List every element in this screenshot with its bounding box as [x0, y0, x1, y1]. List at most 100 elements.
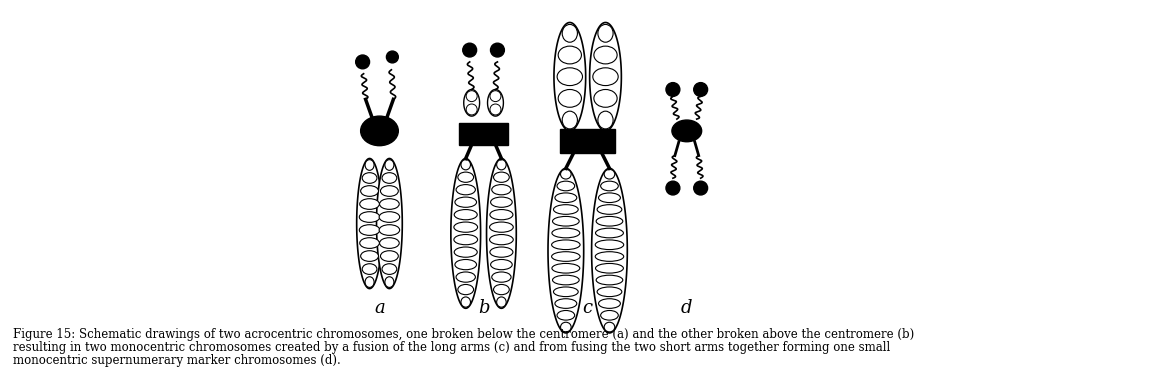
Polygon shape — [488, 89, 503, 116]
Ellipse shape — [461, 160, 470, 170]
Circle shape — [463, 43, 476, 57]
Ellipse shape — [598, 25, 613, 42]
Circle shape — [666, 83, 680, 96]
Ellipse shape — [555, 299, 576, 308]
Ellipse shape — [379, 238, 399, 248]
Ellipse shape — [553, 205, 578, 214]
Ellipse shape — [461, 297, 470, 307]
Ellipse shape — [382, 264, 397, 275]
Ellipse shape — [595, 240, 623, 250]
Ellipse shape — [490, 91, 501, 102]
Ellipse shape — [359, 212, 379, 222]
Polygon shape — [589, 23, 621, 131]
Ellipse shape — [491, 272, 511, 282]
Ellipse shape — [672, 120, 701, 142]
Ellipse shape — [365, 277, 375, 287]
Ellipse shape — [362, 173, 377, 183]
Ellipse shape — [365, 160, 375, 170]
Polygon shape — [548, 168, 584, 333]
Ellipse shape — [560, 322, 571, 332]
Bar — [560, 129, 615, 152]
Ellipse shape — [555, 193, 576, 202]
Ellipse shape — [466, 91, 477, 102]
Ellipse shape — [361, 186, 378, 196]
Ellipse shape — [596, 275, 623, 285]
Ellipse shape — [454, 222, 477, 232]
Ellipse shape — [490, 235, 513, 245]
Text: c: c — [582, 299, 593, 317]
Text: Figure 15: Schematic drawings of two acrocentric chromosomes, one broken below t: Figure 15: Schematic drawings of two acr… — [13, 328, 914, 341]
Text: a: a — [375, 299, 385, 317]
Ellipse shape — [599, 299, 621, 308]
Ellipse shape — [454, 235, 477, 245]
Ellipse shape — [552, 275, 579, 285]
Ellipse shape — [557, 181, 574, 191]
Polygon shape — [592, 168, 628, 333]
Ellipse shape — [380, 251, 398, 262]
Ellipse shape — [359, 238, 379, 248]
Ellipse shape — [595, 252, 623, 262]
Text: monocentric supernumerary marker chromosomes (d).: monocentric supernumerary marker chromos… — [13, 354, 341, 367]
Ellipse shape — [454, 247, 477, 257]
Ellipse shape — [562, 111, 578, 129]
Bar — [459, 123, 509, 145]
Ellipse shape — [552, 263, 580, 273]
Circle shape — [386, 51, 398, 63]
Ellipse shape — [454, 210, 477, 220]
Ellipse shape — [552, 228, 580, 238]
Ellipse shape — [362, 264, 377, 275]
Ellipse shape — [466, 104, 477, 115]
Ellipse shape — [595, 263, 623, 273]
Ellipse shape — [596, 217, 623, 226]
Ellipse shape — [361, 251, 378, 262]
Ellipse shape — [490, 260, 512, 270]
Circle shape — [356, 55, 370, 69]
Ellipse shape — [593, 68, 619, 86]
Ellipse shape — [598, 111, 613, 129]
Ellipse shape — [553, 287, 578, 296]
Ellipse shape — [598, 287, 622, 296]
Ellipse shape — [494, 285, 509, 295]
Ellipse shape — [552, 217, 579, 226]
Circle shape — [693, 83, 707, 96]
Ellipse shape — [552, 252, 580, 262]
Ellipse shape — [557, 68, 582, 86]
Ellipse shape — [595, 228, 623, 238]
Ellipse shape — [457, 172, 474, 182]
Ellipse shape — [558, 89, 581, 107]
Ellipse shape — [552, 240, 580, 250]
Ellipse shape — [601, 181, 619, 191]
Text: resulting in two monocentric chromosomes created by a fusion of the long arms (c: resulting in two monocentric chromosomes… — [13, 341, 890, 354]
Ellipse shape — [601, 311, 619, 320]
Ellipse shape — [490, 222, 513, 232]
Text: b: b — [477, 299, 489, 317]
Polygon shape — [377, 159, 403, 289]
Ellipse shape — [379, 225, 399, 235]
Polygon shape — [554, 23, 586, 131]
Ellipse shape — [594, 89, 617, 107]
Ellipse shape — [456, 272, 475, 282]
Ellipse shape — [361, 116, 398, 146]
Ellipse shape — [598, 205, 622, 214]
Ellipse shape — [359, 199, 379, 209]
Ellipse shape — [379, 199, 399, 209]
Ellipse shape — [605, 169, 615, 179]
Ellipse shape — [599, 193, 621, 202]
Circle shape — [693, 181, 707, 195]
Ellipse shape — [382, 173, 397, 183]
Ellipse shape — [494, 172, 509, 182]
Ellipse shape — [359, 225, 379, 235]
Ellipse shape — [385, 160, 394, 170]
Ellipse shape — [380, 186, 398, 196]
Ellipse shape — [490, 210, 513, 220]
Ellipse shape — [490, 197, 512, 207]
Polygon shape — [463, 89, 480, 116]
Polygon shape — [357, 159, 383, 289]
Ellipse shape — [385, 277, 394, 287]
Ellipse shape — [497, 160, 506, 170]
Ellipse shape — [605, 322, 615, 332]
Ellipse shape — [490, 104, 501, 115]
Polygon shape — [487, 159, 516, 308]
Ellipse shape — [491, 185, 511, 195]
Ellipse shape — [557, 311, 574, 320]
